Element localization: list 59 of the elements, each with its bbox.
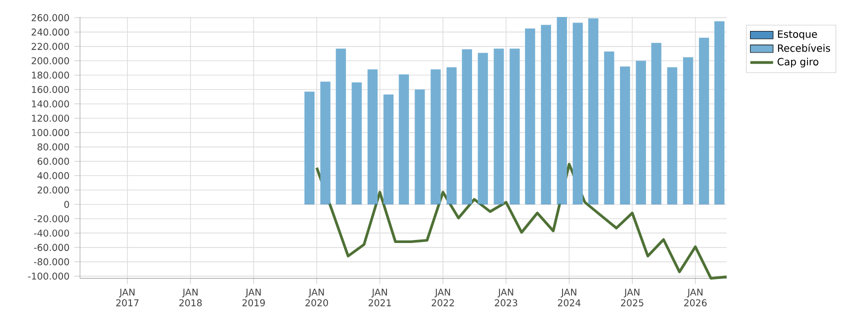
legend-label: Estoque — [778, 30, 817, 40]
bar — [430, 69, 441, 204]
y-tick-label: -80.000 — [34, 258, 69, 266]
bar — [540, 24, 552, 204]
bar — [304, 92, 315, 204]
x-tick-label: JAN 2019 — [242, 288, 265, 306]
y-tick-label: -20.000 — [34, 215, 69, 222]
bar — [636, 60, 646, 204]
x-tick-label: JAN 2022 — [432, 288, 454, 306]
bar — [446, 67, 457, 204]
x-tick-label: JAN 2023 — [494, 288, 518, 306]
bar — [368, 69, 378, 204]
bar — [698, 38, 710, 204]
y-tick-label: -100.000 — [28, 272, 69, 280]
bar — [572, 22, 583, 204]
bar — [667, 67, 678, 204]
bar — [510, 48, 520, 204]
bar — [714, 21, 724, 204]
bar — [494, 48, 504, 204]
x-tick-label: JAN 2021 — [368, 288, 391, 306]
bar — [478, 52, 488, 204]
bar — [414, 90, 425, 204]
legend-label: Recebíveis — [778, 44, 830, 52]
x-tick-label: JAN 2026 — [684, 288, 707, 306]
bar — [588, 18, 598, 204]
bar — [604, 51, 614, 204]
y-tick-label: 60.000 — [38, 158, 69, 165]
y-tick-label: -60.000 — [34, 244, 69, 251]
bar — [556, 16, 567, 204]
x-tick-label: JAN 2020 — [306, 288, 328, 306]
bar — [352, 82, 362, 204]
y-tick-label: 260.000 — [32, 14, 69, 22]
bar — [336, 48, 346, 204]
y-tick-label: 180.000 — [32, 72, 69, 79]
bar — [383, 94, 394, 204]
y-tick-label: 240.000 — [32, 28, 69, 36]
y-tick-label: 140.000 — [32, 100, 69, 108]
bar — [320, 82, 330, 204]
y-tick-label: 80.000 — [38, 143, 69, 150]
x-tick-label: JAN 2018 — [179, 288, 202, 306]
y-tick-label: -40.000 — [34, 230, 69, 237]
y-tick-label: 0 — [64, 200, 69, 208]
y-tick-label: 220.000 — [32, 42, 69, 50]
x-tick-label: JAN 2024 — [558, 288, 581, 306]
bar — [462, 49, 472, 204]
y-tick-label: 100.000 — [32, 129, 69, 136]
bar — [398, 74, 409, 204]
y-tick-label: 160.000 — [32, 86, 69, 94]
bar — [620, 66, 630, 204]
y-tick-label: 20.000 — [38, 186, 69, 194]
y-tick-label: 200.000 — [32, 57, 69, 64]
x-tick-label: JAN 2025 — [621, 288, 644, 306]
x-tick-label: JAN 2017 — [116, 288, 138, 306]
bar — [683, 57, 694, 204]
y-tick-label: 40.000 — [37, 172, 69, 180]
bar — [525, 28, 536, 204]
bar — [651, 42, 662, 204]
y-tick-label: 120.000 — [32, 114, 69, 122]
legend-label: Cap giro — [778, 58, 818, 68]
